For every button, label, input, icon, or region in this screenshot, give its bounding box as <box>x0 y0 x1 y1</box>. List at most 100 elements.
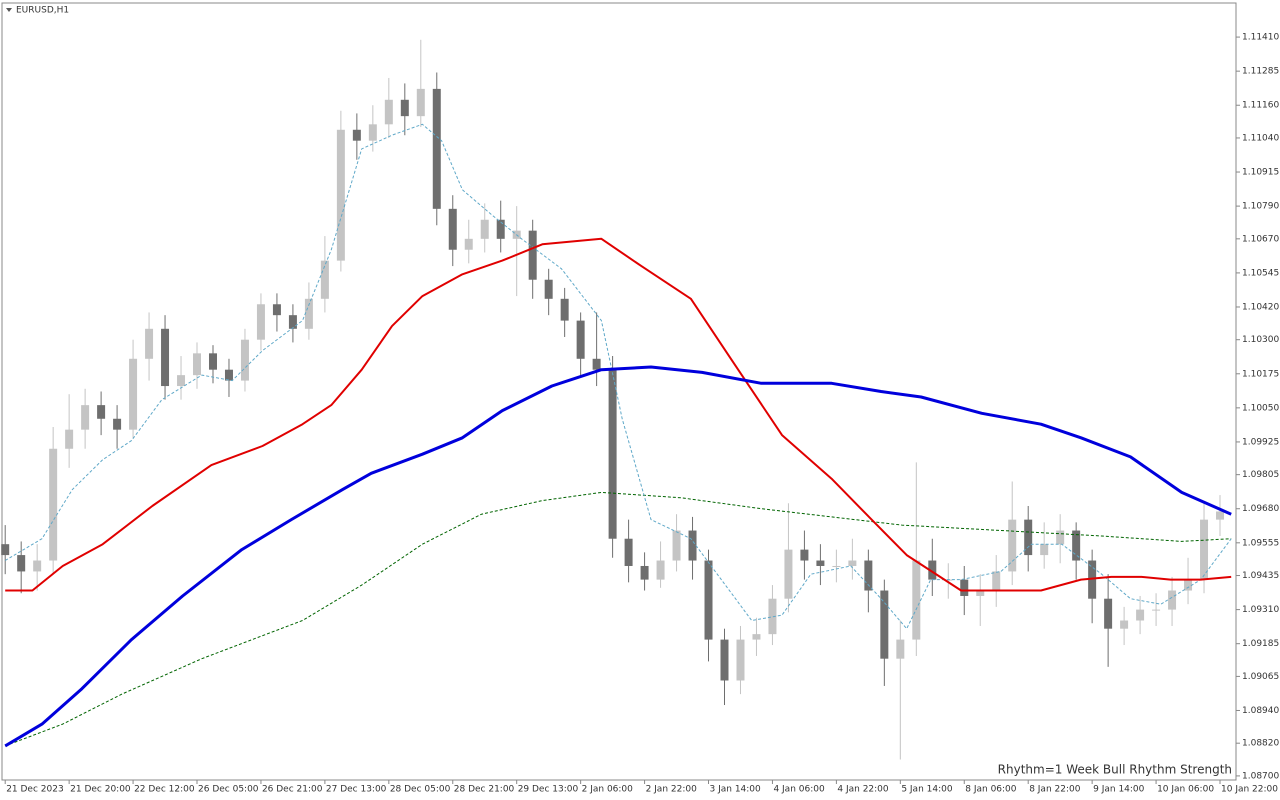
candle-body <box>880 590 889 659</box>
y-tick-label: 1.10670 <box>1242 234 1279 244</box>
candle-body <box>97 405 106 419</box>
y-tick-label: 1.09555 <box>1242 538 1279 548</box>
candle-body <box>208 353 217 370</box>
candle-body <box>65 429 74 449</box>
y-tick-label: 1.10790 <box>1242 202 1279 212</box>
candle-body <box>960 579 969 596</box>
candle-body <box>656 560 665 580</box>
x-tick-label: 26 Dec 05:00 <box>198 785 259 795</box>
chart-title: EURUSD,H1 <box>16 6 69 16</box>
x-tick-label: 26 Dec 21:00 <box>262 785 323 795</box>
candle-body <box>336 129 345 261</box>
candle-body <box>1136 609 1145 621</box>
candle-body <box>304 298 313 329</box>
candle-body <box>1120 620 1129 629</box>
candle-body <box>1216 511 1225 520</box>
candle-body <box>912 560 921 640</box>
y-tick-label: 1.08700 <box>1242 771 1279 781</box>
candle-body <box>864 560 873 591</box>
candle-body <box>113 418 122 430</box>
candle-body <box>992 571 1001 591</box>
y-tick-label: 1.09310 <box>1242 605 1279 615</box>
candle-body <box>288 315 297 329</box>
candle-body <box>752 634 761 640</box>
candle-body <box>432 88 441 209</box>
candle-body <box>944 579 953 581</box>
candle-body <box>848 560 857 566</box>
candle-body <box>576 320 585 359</box>
plot-area <box>1 39 1232 760</box>
candle-body <box>624 538 633 566</box>
candle-body <box>224 369 233 381</box>
candle-body <box>400 99 409 117</box>
candle-body <box>272 304 281 316</box>
x-tick-label: 10 Jan 06:00 <box>1157 785 1214 795</box>
x-tick-label: 22 Dec 12:00 <box>134 785 195 795</box>
y-tick-label: 1.09925 <box>1242 437 1279 447</box>
candle-body <box>1200 519 1209 580</box>
candle-body <box>193 353 202 376</box>
y-tick-label: 1.08940 <box>1242 706 1279 716</box>
candle-body <box>560 298 569 321</box>
candle-body <box>49 448 58 561</box>
annotation: Rhythm=1 Week Bull Rhythm Strength <box>998 763 1232 777</box>
candle-body <box>640 565 649 580</box>
candle-body <box>496 219 505 239</box>
candle-body <box>368 124 377 141</box>
candle-body <box>688 530 697 561</box>
candle-body <box>256 304 265 340</box>
candle-body <box>17 555 26 572</box>
y-tick-label: 1.10545 <box>1242 268 1279 278</box>
candle-body <box>928 560 937 580</box>
y-tick-label: 1.11040 <box>1242 133 1279 143</box>
x-tick-label: 2 Jan 06:00 <box>582 785 634 795</box>
candle-body <box>1008 519 1017 572</box>
y-tick-label: 1.09065 <box>1242 672 1279 682</box>
candle-body <box>800 549 809 561</box>
x-tick-label: 4 Jan 06:00 <box>773 785 825 795</box>
y-tick-label: 1.09805 <box>1242 470 1279 480</box>
candle-body <box>1104 598 1113 629</box>
candle-body <box>608 369 617 539</box>
x-tick-label: 21 Dec 20:00 <box>70 785 131 795</box>
y-tick-label: 1.11160 <box>1242 101 1279 111</box>
candle-body <box>1056 530 1065 545</box>
x-tick-label: 2 Jan 22:00 <box>646 785 698 795</box>
candle-body <box>1184 579 1193 591</box>
candle-body <box>1024 519 1033 556</box>
y-tick-label: 1.09435 <box>1242 571 1279 581</box>
y-tick-label: 1.08820 <box>1242 739 1279 749</box>
x-tick-label: 8 Jan 06:00 <box>965 785 1017 795</box>
candle-body <box>784 549 793 599</box>
y-tick-label: 1.10050 <box>1242 403 1279 413</box>
title-arrow <box>6 8 12 12</box>
candle-body <box>33 560 42 572</box>
candle-body <box>544 279 553 299</box>
candle-body <box>464 238 473 250</box>
x-tick-label: 8 Jan 22:00 <box>1029 785 1081 795</box>
candle-body <box>352 129 361 141</box>
candle-body <box>720 639 729 681</box>
x-tick-label: 27 Dec 13:00 <box>326 785 387 795</box>
candle-body <box>161 328 170 387</box>
candle-body <box>145 328 154 359</box>
candle-body <box>384 99 393 125</box>
x-tick-label: 29 Dec 13:00 <box>518 785 579 795</box>
candle-body <box>129 358 138 430</box>
candle-body <box>1 544 10 556</box>
x-tick-label: 3 Jan 14:00 <box>710 785 762 795</box>
y-tick-label: 1.10300 <box>1242 335 1279 345</box>
y-tick-label: 1.11410 <box>1242 33 1279 43</box>
y-tick-label: 1.10915 <box>1242 168 1279 178</box>
y-tick-label: 1.09185 <box>1242 639 1279 649</box>
x-tick-label: 10 Jan 22:00 <box>1221 785 1278 795</box>
candle-body <box>592 358 601 370</box>
candle-body <box>320 260 329 299</box>
candle-body <box>976 590 985 596</box>
candle-body <box>480 219 489 239</box>
x-tick-label: 21 Dec 2023 <box>6 785 64 795</box>
x-tick-label: 28 Dec 05:00 <box>390 785 451 795</box>
plot-frame <box>1 2 1237 781</box>
candle-body <box>832 565 841 567</box>
